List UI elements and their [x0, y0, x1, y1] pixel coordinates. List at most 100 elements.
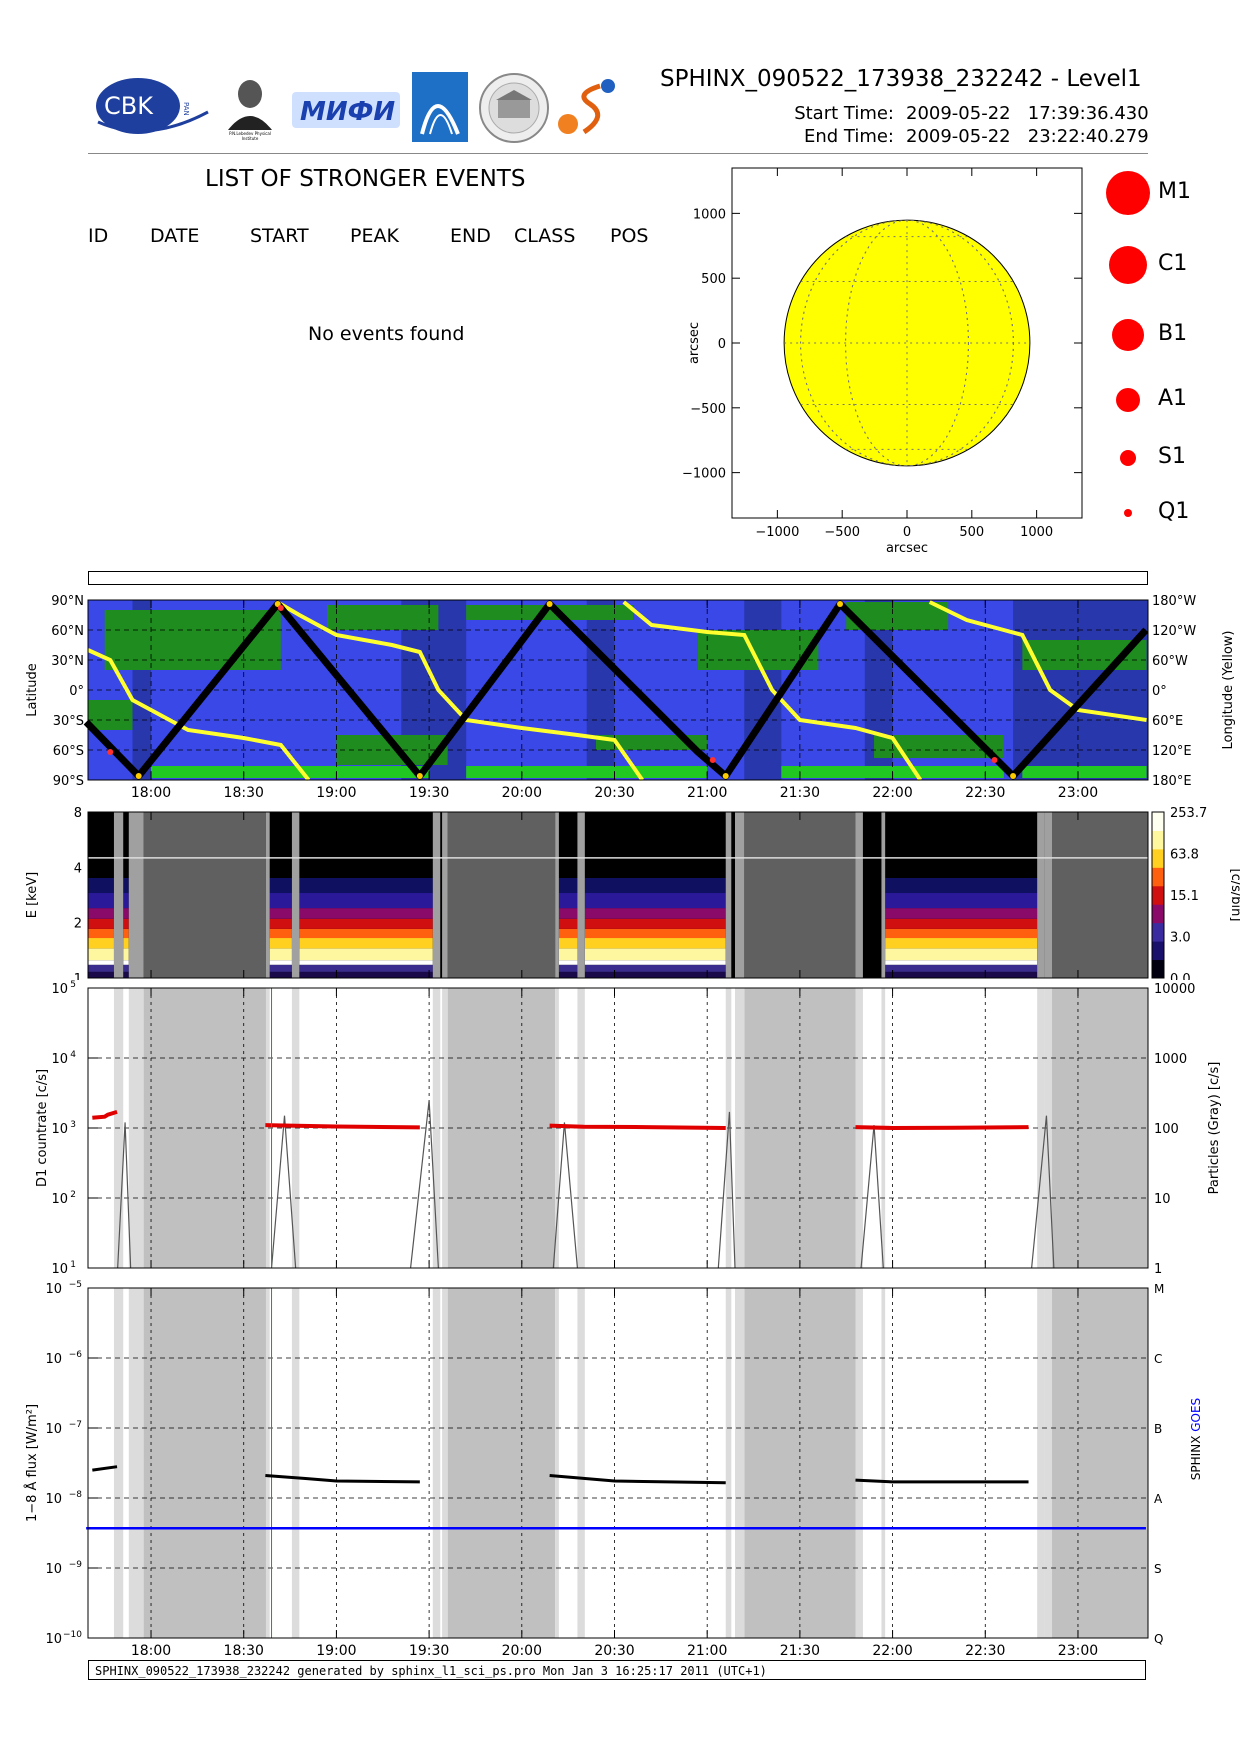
fx-left-tick: 10: [45, 1562, 62, 1577]
disk-xtick-label: 0: [903, 525, 911, 540]
time-tick-label: 18:00: [131, 785, 171, 800]
spectral-band: [123, 928, 129, 939]
legend-label-m1: M1: [1158, 179, 1191, 204]
cr-right-tick: 100: [1154, 1122, 1179, 1137]
particle-belt-region: [874, 735, 1004, 758]
colorbar-segment: [1152, 922, 1164, 942]
fx-frame: [87, 1287, 1149, 1639]
spectral-band: [123, 908, 129, 919]
spectral-band: [584, 971, 726, 978]
colorbar-tick-label: 15.1: [1170, 889, 1199, 904]
legend-marker-s1: [1120, 450, 1136, 466]
spectral-band: [584, 960, 726, 965]
spectral-band: [584, 964, 726, 972]
cr-transition: [432, 988, 441, 1268]
time-tick-label: 23:00: [1058, 785, 1098, 800]
sphinx-flux-line: [549, 1473, 726, 1485]
track-vertex-marker: [416, 773, 423, 779]
disk-ytick-label: 500: [701, 272, 726, 287]
colorbar-tick-label: 63.8: [1170, 848, 1199, 863]
track-vertex-marker: [546, 601, 553, 607]
particle-belt-region: [846, 602, 949, 630]
goes-class-tick: Q: [1154, 1632, 1163, 1646]
d1-countrate-line: [549, 1123, 726, 1130]
spec-transition: [1037, 812, 1045, 978]
spectral-band: [584, 877, 726, 894]
cr-left-tick: 10: [51, 1052, 68, 1067]
spectral-band: [584, 918, 726, 929]
footer-note: SPHINX_090522_173938_232242 generated by…: [88, 1660, 1146, 1680]
disk-xtick-label: −500: [824, 525, 860, 540]
events-title: LIST OF STRONGER EVENTS: [205, 166, 526, 192]
disk-grid-meridian: [800, 220, 1014, 466]
spectral-band: [123, 971, 129, 978]
time-tick-label: 22:30: [965, 785, 1005, 800]
spectral-band: [885, 918, 1038, 929]
spectral-band: [269, 960, 292, 965]
spectral-band: [299, 971, 433, 978]
colorbar-segment: [1152, 812, 1164, 831]
spec-transition: [577, 812, 585, 978]
time-tick-label: 21:00: [687, 785, 727, 800]
fx-left-tick-exp: −5: [69, 1280, 82, 1290]
report-title: SPHINX_090522_173938_232242 - Level1: [660, 66, 1142, 92]
particle-spike: [717, 1111, 736, 1269]
spec-transition: [113, 812, 124, 978]
spectral-band: [558, 960, 578, 965]
spec-transition: [855, 812, 863, 978]
solar-disk-chart: −1000 −500 0 500 1000 −1000 −500 0 500 1000 arcsec…: [682, 167, 1083, 556]
spectral-band: [558, 971, 578, 978]
lat-right-tick: 120°W: [1152, 624, 1196, 639]
time-tick-label: 22:30: [965, 1643, 1005, 1659]
disk-xtick-label: 500: [959, 525, 984, 540]
colorbar-tick-label: 3.0: [1170, 931, 1191, 946]
legend-marker-b1: [1112, 319, 1144, 351]
spectral-band: [584, 908, 726, 919]
spectral-band: [299, 908, 433, 919]
fx-transition: [881, 1288, 886, 1638]
longitude-track: [87, 648, 311, 782]
spectral-band: [88, 948, 114, 961]
lat-right-tick: 60°W: [1152, 654, 1188, 669]
cr-left-tick-exp: 3: [70, 1120, 76, 1130]
spectral-band: [123, 893, 129, 909]
spec-ytick: 4: [74, 861, 82, 876]
fx-data-gap: [143, 1288, 266, 1638]
fx-transition: [1044, 1288, 1053, 1638]
spectral-band: [885, 893, 1038, 909]
disk-ylabel: arcsec: [687, 322, 702, 364]
colorbar-segment: [1152, 830, 1164, 850]
particle-spike: [117, 1122, 132, 1269]
spectral-band: [123, 964, 129, 972]
colorbar-segment: [1152, 885, 1164, 905]
track-vertex-marker: [135, 773, 142, 779]
spectral-band: [558, 877, 578, 894]
lat-ylabel: Latitude: [25, 663, 40, 717]
fx-transition: [855, 1288, 863, 1638]
time-tick-label: 20:30: [594, 785, 634, 800]
lat-left-tick: 30°S: [53, 714, 84, 729]
spectral-band: [269, 918, 292, 929]
goes-class-tick: B: [1154, 1422, 1162, 1436]
spectral-band: [299, 893, 433, 909]
spectral-band: [88, 918, 114, 929]
spectral-band: [885, 960, 1038, 965]
time-tick-label: 19:30: [409, 785, 449, 800]
spectral-band: [299, 948, 433, 961]
lebedev-portrait-logo: P.N.Lebedev Physical Institute: [214, 72, 286, 144]
sphinx-flux-line: [92, 1465, 118, 1472]
end-time-row: End Time: 2009-05-22 23:22:40.279: [786, 126, 1149, 147]
spectral-band: [558, 908, 578, 919]
spectral-band: [88, 893, 114, 909]
spectral-band: [269, 971, 292, 978]
cr-ylabel-right: Particles (Gray) [c/s]: [1207, 1062, 1222, 1195]
spectral-band: [269, 877, 292, 894]
particle-belt-region: [466, 605, 634, 620]
colorbar-frame: [1151, 811, 1165, 979]
cbk-logo-text: CBK: [104, 92, 154, 120]
disk-grid-meridian: [845, 220, 969, 466]
time-tick-label: 19:30: [409, 1643, 449, 1659]
spectral-band: [299, 918, 433, 929]
spec-data-gap: [447, 812, 556, 978]
spectral-band: [558, 938, 578, 949]
